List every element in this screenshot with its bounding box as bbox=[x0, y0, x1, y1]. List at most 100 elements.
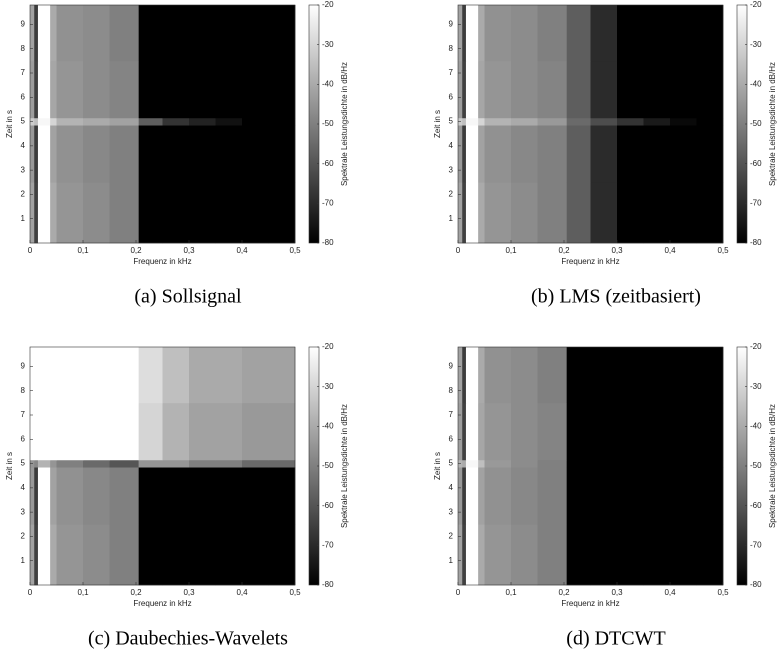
y-tick-label: 7 bbox=[21, 410, 26, 419]
heatmap-cell bbox=[643, 125, 671, 183]
heatmap-cell bbox=[484, 182, 512, 244]
heatmap-cell bbox=[162, 5, 190, 62]
heatmap-cell bbox=[462, 117, 467, 126]
heatmap-cell bbox=[50, 60, 57, 119]
heatmap-cell bbox=[458, 347, 463, 404]
heatmap-cell bbox=[138, 524, 163, 586]
heatmap-cell bbox=[268, 117, 296, 126]
heatmap-cell bbox=[30, 125, 35, 183]
plot-frame bbox=[457, 346, 724, 586]
heatmap-cell bbox=[696, 117, 724, 126]
heatmap-cell bbox=[242, 5, 269, 62]
heatmap-cell bbox=[511, 347, 538, 404]
heatmap-cell bbox=[50, 467, 57, 525]
heatmap-cell bbox=[617, 524, 644, 586]
heatmap-cell bbox=[484, 60, 512, 119]
y-tick-label: 4 bbox=[21, 141, 26, 150]
heatmap-cell bbox=[189, 347, 216, 404]
heatmap-cell bbox=[34, 5, 39, 62]
heatmap-cell bbox=[465, 117, 479, 126]
colorbar-tick-label: -30 bbox=[322, 40, 334, 49]
y-tick-label: 9 bbox=[449, 362, 454, 371]
y-tick-label: 1 bbox=[21, 556, 26, 565]
y-tick-label: 2 bbox=[449, 532, 454, 541]
colorbar-tick-label: -40 bbox=[322, 421, 334, 430]
heatmap-cell bbox=[590, 459, 618, 468]
heatmap-cell bbox=[478, 5, 485, 62]
colorbar-tick-label: -60 bbox=[322, 159, 334, 168]
heatmap-cell bbox=[109, 60, 139, 119]
y-tick-label: 6 bbox=[21, 92, 26, 101]
heatmap-cell bbox=[643, 117, 671, 126]
heatmap-cell bbox=[478, 125, 485, 183]
heatmap-cell bbox=[34, 60, 39, 119]
y-tick-label: 9 bbox=[21, 362, 26, 371]
y-tick-label: 1 bbox=[449, 556, 454, 565]
y-tick-label: 6 bbox=[449, 434, 454, 443]
heatmap-cell bbox=[617, 117, 644, 126]
heatmap-cell bbox=[56, 347, 84, 404]
heatmap-cell bbox=[462, 402, 467, 461]
x-axis-label: Frequenz in kHz bbox=[133, 257, 191, 266]
heatmap-cell bbox=[478, 182, 485, 244]
heatmap-cell bbox=[670, 125, 697, 183]
heatmap-cell bbox=[242, 347, 269, 404]
colorbar-tick-label: -80 bbox=[750, 580, 762, 589]
heatmap-cell bbox=[511, 5, 538, 62]
heatmap-cell bbox=[696, 524, 724, 586]
heatmap-cell bbox=[566, 402, 591, 461]
y-tick-label: 5 bbox=[21, 117, 26, 126]
heatmap-cell bbox=[484, 125, 512, 183]
x-tick-label: 0,1 bbox=[505, 246, 517, 255]
heatmap-cell bbox=[511, 402, 538, 461]
heatmap-cell bbox=[268, 60, 296, 119]
heatmap-cell bbox=[590, 117, 618, 126]
colorbar-tick-label: -30 bbox=[322, 382, 334, 391]
heatmap-cell bbox=[83, 467, 110, 525]
heatmap-cell bbox=[670, 117, 697, 126]
heatmap-cell bbox=[56, 467, 84, 525]
heatmap-cell bbox=[37, 125, 51, 183]
heatmap-cell bbox=[643, 182, 671, 244]
heatmap-cell bbox=[566, 459, 591, 468]
heatmap-cell bbox=[268, 182, 296, 244]
x-tick-label: 0,3 bbox=[183, 588, 195, 597]
heatmap-cell bbox=[268, 347, 296, 404]
x-tick-label: 0,2 bbox=[130, 246, 142, 255]
heatmap-cell bbox=[696, 60, 724, 119]
heatmap-cell bbox=[37, 5, 51, 62]
heatmap-cell bbox=[566, 125, 591, 183]
heatmap-cell bbox=[566, 347, 591, 404]
heatmap-cell bbox=[617, 402, 644, 461]
heatmap-cell bbox=[643, 467, 671, 525]
heatmap-cell bbox=[462, 5, 467, 62]
x-tick-label: 0,4 bbox=[236, 588, 248, 597]
x-tick-label: 0,5 bbox=[289, 246, 301, 255]
heatmap-cell bbox=[537, 402, 567, 461]
heatmap-cell bbox=[670, 5, 697, 62]
plot-frame bbox=[29, 4, 296, 244]
y-tick-label: 3 bbox=[449, 165, 454, 174]
heatmap-cell bbox=[268, 524, 296, 586]
heatmap-cell bbox=[537, 459, 567, 468]
heatmap-cell bbox=[458, 467, 463, 525]
heatmap-cell bbox=[617, 467, 644, 525]
heatmap-cell bbox=[83, 117, 110, 126]
heatmap-cell bbox=[462, 347, 467, 404]
y-tick-label: 5 bbox=[449, 459, 454, 468]
heatmap-cell bbox=[30, 347, 35, 404]
heatmap-cell bbox=[537, 182, 567, 244]
y-tick-label: 1 bbox=[21, 214, 26, 223]
x-tick-label: 0 bbox=[456, 246, 461, 255]
heatmap-cell bbox=[478, 459, 485, 468]
y-tick-label: 2 bbox=[21, 190, 26, 199]
heatmap-cell bbox=[484, 467, 512, 525]
heatmap-cell bbox=[83, 524, 110, 586]
heatmap-cell bbox=[215, 5, 243, 62]
heatmap-cell bbox=[462, 524, 467, 586]
x-tick-label: 0,1 bbox=[77, 588, 89, 597]
heatmap-cell bbox=[138, 60, 163, 119]
heatmap-cell bbox=[458, 524, 463, 586]
heatmap-cell bbox=[56, 5, 84, 62]
